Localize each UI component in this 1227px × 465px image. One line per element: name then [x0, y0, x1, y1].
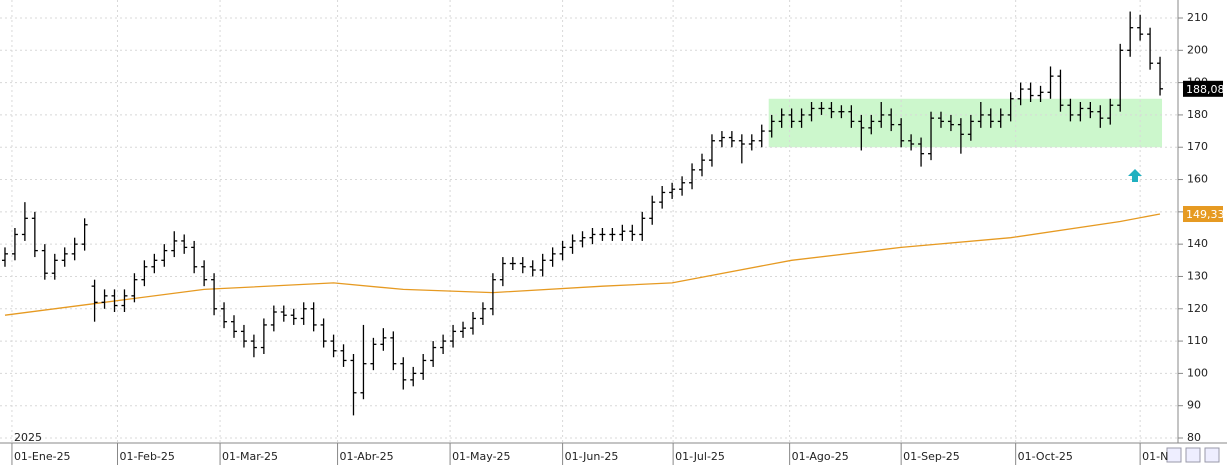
zone — [768, 98, 1163, 148]
x-tick-label: 01-Jun-25 — [565, 450, 619, 463]
y-tick-label: 210 — [1187, 11, 1208, 24]
x-tick-label: 01-Ene-25 — [14, 450, 71, 463]
x-tick-label: 01-Ago-25 — [792, 450, 849, 463]
y-tick-label: 100 — [1187, 366, 1208, 379]
y-tick-label: 80 — [1187, 431, 1201, 444]
y-tick-label: 200 — [1187, 43, 1208, 56]
y-tick-label: 120 — [1187, 302, 1208, 315]
price-marker-label: 188,08 — [1186, 83, 1225, 96]
y-tick-label: 180 — [1187, 108, 1208, 121]
scroll-button[interactable] — [1185, 447, 1201, 463]
moving-average — [4, 213, 1161, 316]
y-tick-label: 170 — [1187, 140, 1208, 153]
x-tick-label: 01-N — [1142, 450, 1168, 463]
y-tick-label: 110 — [1187, 334, 1208, 347]
y-tick-label: 130 — [1187, 269, 1208, 282]
x-tick-label: 01-Mar-25 — [222, 450, 278, 463]
y-tick-label: 160 — [1187, 173, 1208, 186]
x-tick-label: 01-Abr-25 — [340, 450, 394, 463]
save-button[interactable] — [1204, 447, 1220, 463]
x-tick-label: 01-Jul-25 — [675, 450, 725, 463]
price-marker — [1183, 206, 1223, 223]
x-tick-label: 01-Sep-25 — [903, 450, 960, 463]
price-marker — [1183, 80, 1223, 97]
x-tick-label: 01-Oct-25 — [1018, 450, 1073, 463]
year-label: 2025 — [14, 431, 42, 444]
scroll-button[interactable] — [1166, 447, 1182, 463]
price-marker-label: 149,33 — [1186, 208, 1225, 221]
x-tick-label: 01-Feb-25 — [119, 450, 174, 463]
x-tick-label: 01-May-25 — [452, 450, 510, 463]
signal-arrow — [1128, 169, 1142, 182]
y-tick-label: 90 — [1187, 399, 1201, 412]
y-tick-label: 140 — [1187, 237, 1208, 250]
